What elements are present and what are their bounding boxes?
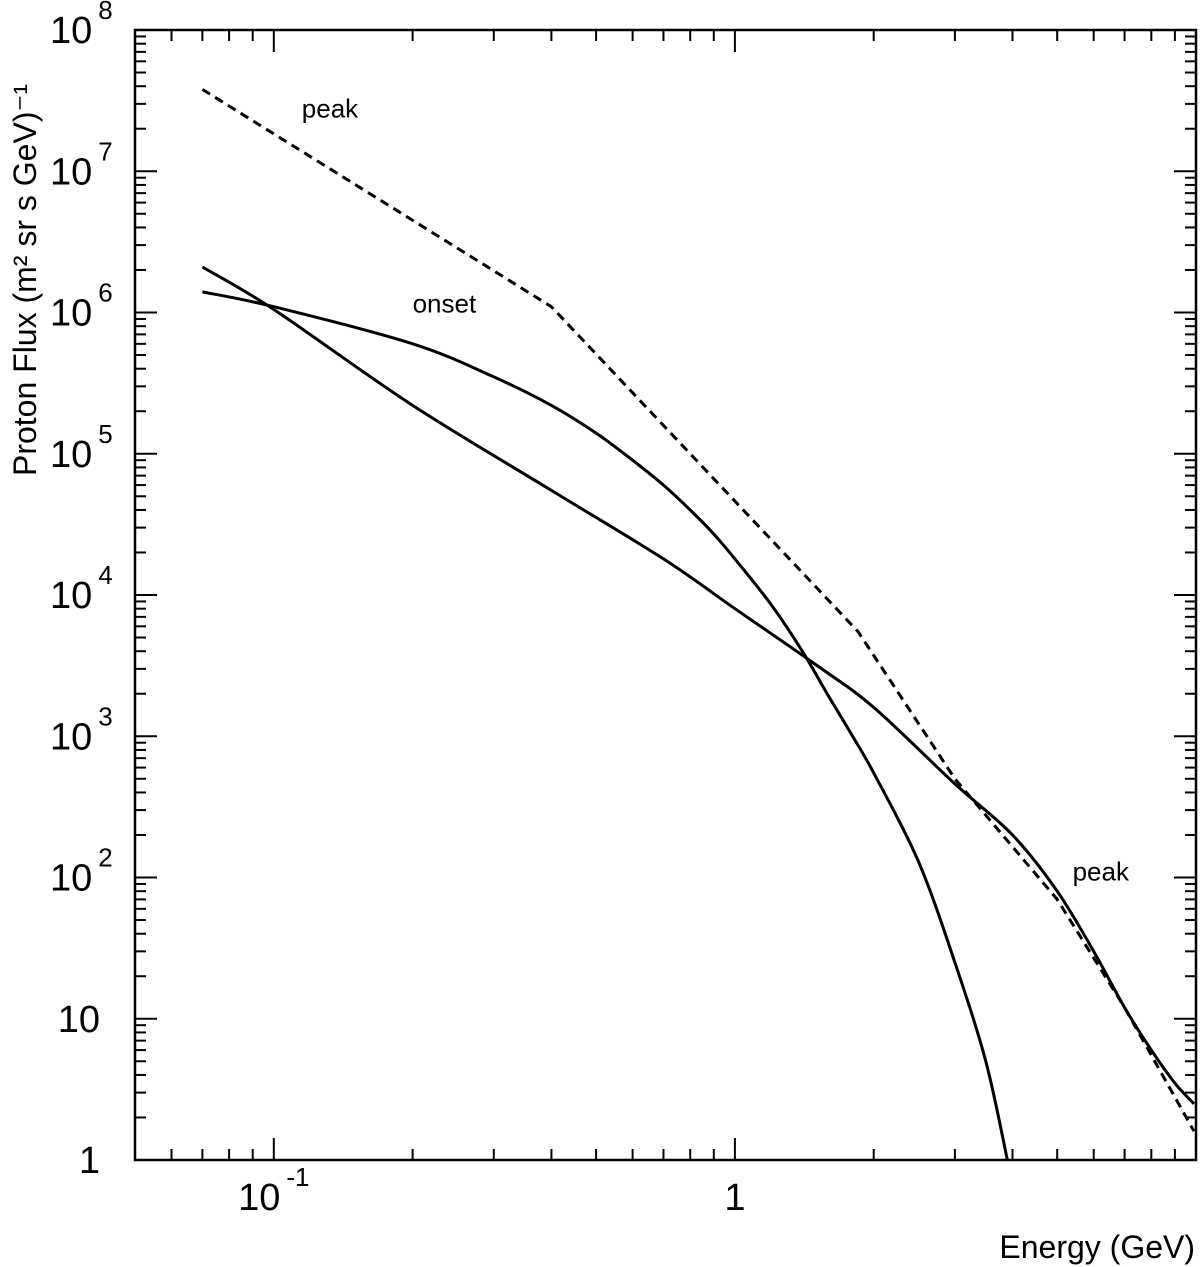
y-tick-label: 10 6 <box>50 278 113 335</box>
annotation-layer: peak onset peak <box>302 94 1130 887</box>
series-line-1 <box>202 290 1009 1161</box>
y-tick-label: 10 <box>58 999 100 1041</box>
x-tick-label: 1 <box>724 1177 745 1219</box>
y-tick-label: 10 8 <box>50 0 113 52</box>
plot-frame <box>133 28 1198 1162</box>
x-tick-labels: 10 -1 1 <box>238 1162 745 1219</box>
tick-marks <box>134 29 1197 1161</box>
y-tick-label: 10 7 <box>50 136 113 193</box>
y-tick-label: 10 4 <box>50 560 113 617</box>
series-layer <box>201 88 1196 1161</box>
series-annotation: onset <box>413 289 477 319</box>
series-line-2 <box>201 265 1196 1105</box>
y-tick-label: 10 5 <box>50 419 113 476</box>
x-axis-label: Energy (GeV) <box>999 1229 1195 1265</box>
series-annotation: peak <box>302 94 359 124</box>
y-axis-label: Proton Flux (m² sr s GeV)⁻¹ <box>7 84 43 476</box>
y-tick-label: 10 3 <box>50 701 113 758</box>
series-line-3 <box>201 88 1196 1132</box>
series-annotation: peak <box>1073 857 1130 887</box>
y-tick-label: 1 <box>79 1140 100 1182</box>
y-tick-label: 10 2 <box>50 843 113 900</box>
x-tick-label: 10 -1 <box>238 1162 309 1219</box>
